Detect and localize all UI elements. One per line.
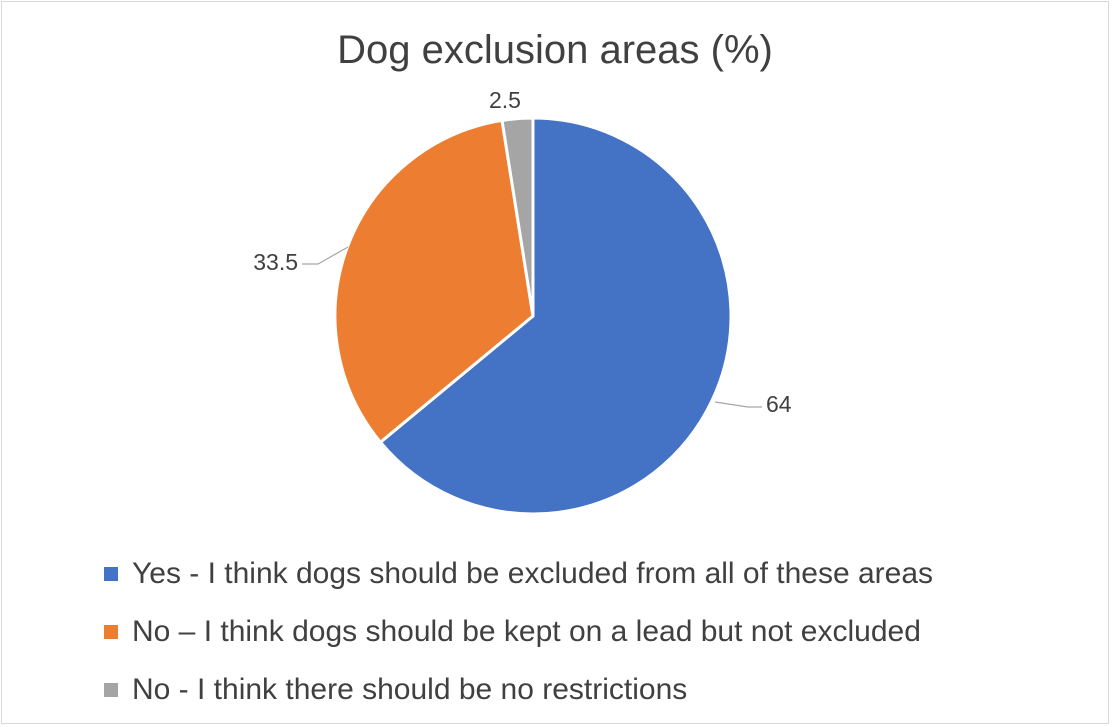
legend-swatch-no-restrictions	[104, 683, 118, 697]
legend-item-lead: No – I think dogs should be kept on a le…	[104, 603, 933, 661]
legend-swatch-lead	[104, 625, 118, 639]
pie-slice-yes	[378, 116, 733, 516]
data-label-no-restrictions: 2.5	[489, 87, 521, 113]
data-label-yes-leader-line	[714, 401, 762, 408]
data-label-yes: 64	[766, 391, 792, 417]
legend-swatch-yes	[104, 567, 118, 581]
legend-label-lead: No – I think dogs should be kept on a le…	[132, 615, 921, 648]
pie-slice-lead	[333, 118, 535, 444]
legend-label-yes: Yes - I think dogs should be excluded fr…	[132, 557, 934, 590]
data-label-lead: 33.5	[253, 249, 298, 275]
legend-item-yes: Yes - I think dogs should be excluded fr…	[104, 545, 933, 603]
chart-title: Dog exclusion areas (%)	[337, 28, 773, 72]
legend: Yes - I think dogs should be excluded fr…	[104, 545, 933, 719]
data-label-lead-leader-line	[302, 246, 349, 265]
pie-slice-no-restrictions	[500, 116, 535, 318]
legend-label-no-restrictions: No - I think there should be no restrict…	[132, 673, 688, 706]
legend-item-no-restrictions: No - I think there should be no restrict…	[104, 661, 933, 719]
